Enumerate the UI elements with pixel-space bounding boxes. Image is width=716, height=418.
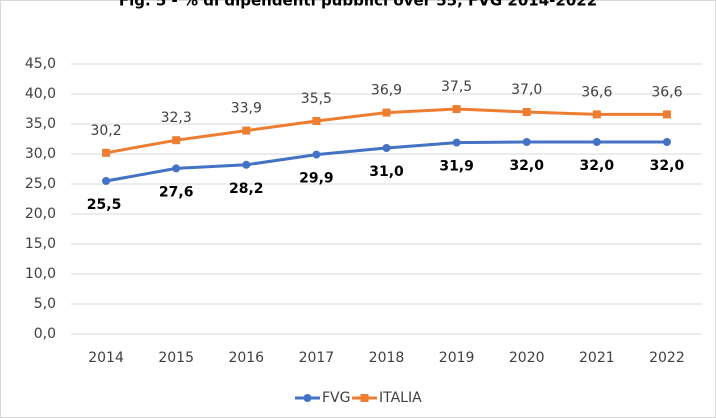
- data-label: 32,0: [509, 158, 544, 174]
- data-label: 33,9: [231, 101, 262, 117]
- y-tick-label: 40,0: [25, 86, 56, 102]
- x-tick-label: 2021: [579, 350, 615, 366]
- x-tick-label: 2015: [158, 350, 194, 366]
- x-tick-label: 2016: [228, 350, 264, 366]
- marker: [592, 138, 601, 146]
- legend-label: FVG: [322, 390, 350, 406]
- y-tick-label: 45,0: [25, 56, 56, 72]
- marker: [382, 108, 391, 117]
- y-tick-label: 20,0: [25, 206, 56, 222]
- data-label: 29,9: [299, 171, 334, 187]
- data-label: 37,0: [511, 82, 542, 98]
- marker: [242, 126, 251, 135]
- x-tick-label: 2022: [649, 350, 685, 366]
- marker: [522, 138, 531, 146]
- y-tick-label: 35,0: [25, 116, 56, 132]
- marker: [172, 136, 181, 145]
- chart-title: Fig. 5 - % di dipendenti pubblici over 5…: [119, 0, 597, 10]
- marker: [102, 148, 111, 157]
- data-label: 35,5: [301, 91, 332, 107]
- x-tick-label: 2014: [88, 350, 124, 366]
- legend-marker: [360, 394, 369, 402]
- marker: [662, 110, 671, 119]
- x-tick-label: 2019: [439, 350, 475, 366]
- y-tick-label: 5,0: [34, 296, 56, 312]
- y-tick-label: 15,0: [25, 236, 56, 252]
- data-label: 36,6: [651, 84, 682, 100]
- data-label: 27,6: [159, 184, 194, 200]
- x-tick-label: 2020: [509, 350, 545, 366]
- marker: [312, 117, 321, 125]
- x-tick-label: 2017: [299, 350, 335, 366]
- marker: [312, 150, 321, 159]
- y-tick-label: 10,0: [25, 266, 56, 282]
- marker: [102, 177, 111, 185]
- marker: [452, 105, 461, 113]
- data-label: 31,0: [369, 164, 404, 180]
- data-label: 32,3: [161, 110, 192, 126]
- y-tick-label: 0,0: [34, 326, 56, 342]
- marker: [592, 110, 601, 119]
- marker: [452, 138, 461, 147]
- marker: [662, 138, 671, 146]
- data-label: 30,2: [90, 123, 121, 139]
- y-tick-label: 30,0: [25, 146, 56, 162]
- legend-label: ITALIA: [379, 390, 422, 406]
- data-label: 28,2: [229, 181, 264, 197]
- marker: [522, 108, 531, 116]
- x-tick-label: 2018: [369, 350, 405, 366]
- y-tick-label: 25,0: [25, 176, 56, 192]
- marker: [172, 164, 181, 173]
- data-label: 36,9: [371, 83, 402, 99]
- data-label: 37,5: [441, 79, 472, 95]
- data-label: 31,9: [439, 159, 474, 175]
- data-label: 32,0: [650, 158, 685, 174]
- legend-marker: [303, 394, 312, 402]
- data-label: 36,6: [581, 84, 612, 100]
- marker: [382, 144, 391, 152]
- marker: [242, 160, 251, 169]
- data-label: 25,5: [87, 197, 122, 213]
- data-label: 32,0: [580, 158, 615, 174]
